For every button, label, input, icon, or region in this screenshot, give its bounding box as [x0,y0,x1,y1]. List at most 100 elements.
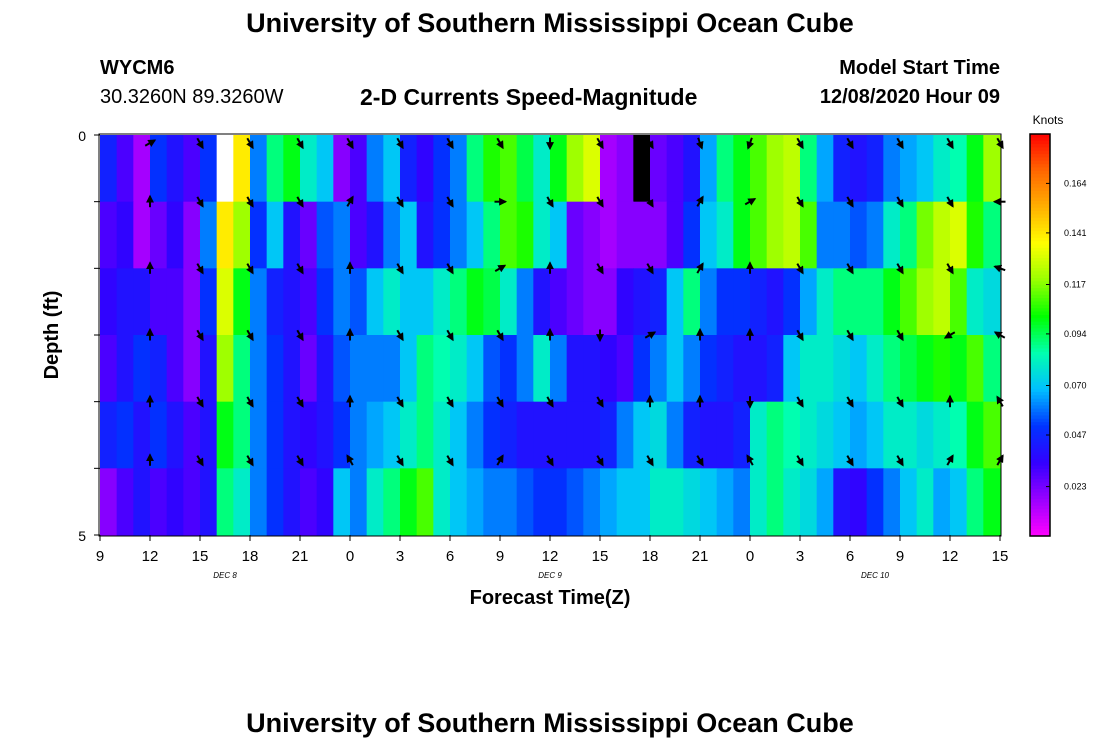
colorbar-segment [1030,231,1050,236]
x-tick-label: 6 [846,548,854,565]
current-vector [896,455,904,467]
current-vector [796,263,804,275]
heatmap-cell [833,201,851,269]
heatmap-cell [733,468,751,536]
heatmap-cell [866,468,884,536]
x-tick-label: 0 [746,548,754,565]
heatmap-cell [766,201,784,269]
heatmap-cell [583,268,601,336]
current-vector [196,263,204,275]
x-tick-label: 18 [242,548,259,565]
heatmap-cell [633,201,651,269]
heatmap-cell [450,201,468,269]
heatmap-cell [133,135,151,203]
heatmap-cell [183,401,201,469]
heatmap-cell [683,401,701,469]
heatmap-cell [233,135,251,203]
heatmap-cell [633,468,651,536]
colorbar-segment [1030,251,1050,256]
heatmap-cell [433,335,451,403]
x-tick-label: 12 [142,548,159,565]
heatmap-cell [466,401,484,469]
heatmap-cell [100,135,118,203]
current-vector [396,329,404,342]
colorbar-segment [1030,278,1050,282]
current-vector [296,196,304,208]
y-tick-label: 5 [78,528,86,544]
colorbar-segment [1030,234,1050,239]
heatmap-cell [233,401,251,469]
current-vector [396,137,404,150]
current-vector [846,455,854,467]
current-vector [646,263,654,275]
x-tick-label: 21 [692,548,709,565]
current-vector [346,195,354,207]
current-vector [446,196,454,208]
current-vector [993,264,1006,273]
heatmap-cell [716,468,734,536]
heatmap-cell [366,268,384,336]
heatmap-cell [366,135,384,203]
page-title: University of Southern Mississippi Ocean… [246,8,854,38]
current-vector [696,262,704,274]
heatmap-cell [466,335,484,403]
current-vector [196,455,204,467]
heatmap-cell [716,401,734,469]
colorbar-segment [1030,214,1050,219]
heatmap-cell [333,468,351,536]
current-vector [446,396,454,408]
heatmap-cell [333,268,351,336]
x-tick-label: 15 [192,548,209,565]
x-tick-label: 9 [496,548,504,565]
heatmap-cell [966,135,984,203]
heatmap-cell [416,201,434,269]
colorbar-segment [1030,157,1050,162]
heatmap-cell [400,135,418,203]
colorbar-segment [1030,134,1050,138]
colorbar-segment [1030,257,1050,262]
heatmap-cell [250,268,268,336]
heatmap-cell [633,335,651,403]
current-vector [896,329,904,342]
heatmap-cell [766,401,784,469]
colorbar-segment [1030,254,1050,259]
heatmap-cell [683,201,701,269]
heatmap-cell [166,135,184,203]
colorbar-segment [1030,304,1050,309]
heatmap-cell [316,401,334,469]
colorbar-segment [1030,445,1050,450]
heatmap-cell [666,201,684,269]
heatmap-cell [300,135,318,203]
current-vector [846,137,854,150]
heatmap-cell [100,201,118,269]
x-tick-label: 12 [542,548,559,565]
current-vector [996,454,1004,466]
colorbar-segment [1030,415,1050,420]
heatmap-cell [533,335,551,403]
heatmap-cell [116,135,134,203]
current-vector [896,396,904,408]
x-tick-label: 6 [446,548,454,565]
heatmap-cell [816,268,834,336]
heatmap-cell [650,135,668,203]
colorbar-segment [1030,485,1050,490]
x-tick-label: 15 [992,548,1009,565]
x-tick-label: 9 [96,548,104,565]
colorbar-segment [1030,291,1050,296]
heatmap-cell [266,401,284,469]
colorbar-segment [1030,207,1050,212]
heatmap-cell [183,135,201,203]
heatmap-cell [766,335,784,403]
colorbar-segment [1030,177,1050,182]
current-vector [446,137,454,150]
current-vector [696,195,704,207]
heatmap-cell [433,268,451,336]
heatmap-cell [400,268,418,336]
colorbar-segment [1030,341,1050,346]
heatmap-cell [166,268,184,336]
colorbar-segment [1030,365,1050,370]
colorbar-segment [1030,190,1050,195]
colorbar-segment [1030,368,1050,373]
colorbar-segment [1030,211,1050,215]
heatmap-cell [900,468,918,536]
